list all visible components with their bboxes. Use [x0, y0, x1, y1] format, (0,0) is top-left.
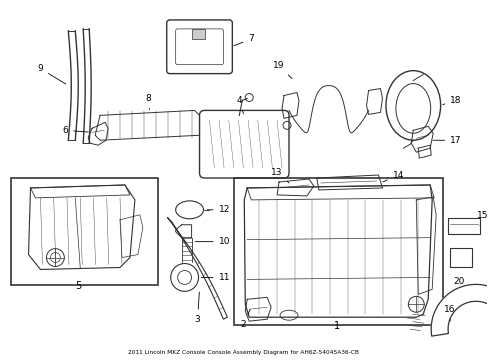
Text: 18: 18 [442, 96, 461, 105]
Text: 3: 3 [194, 292, 200, 324]
Text: 2: 2 [240, 310, 249, 329]
Bar [11, 178, 158, 285]
Polygon shape [430, 284, 488, 336]
Text: 11: 11 [201, 273, 230, 282]
Text: 13: 13 [271, 167, 288, 183]
Bar [234, 178, 442, 325]
Text: 14: 14 [382, 171, 403, 182]
Bar [447, 218, 479, 234]
Polygon shape [167, 218, 227, 319]
Bar [449, 248, 471, 267]
Text: 1: 1 [333, 321, 339, 331]
Text: 12: 12 [207, 205, 230, 214]
Bar [191, 29, 205, 39]
Text: 16: 16 [444, 305, 455, 321]
Text: 8: 8 [144, 94, 150, 110]
Text: 5: 5 [75, 282, 81, 291]
Text: 7: 7 [233, 34, 254, 46]
Text: 4: 4 [236, 96, 243, 114]
Text: 9: 9 [38, 64, 66, 84]
Text: 15: 15 [476, 211, 488, 226]
Text: 6: 6 [62, 126, 88, 135]
Text: 10: 10 [195, 237, 230, 246]
Text: 2011 Lincoln MKZ Console Console Assembly Diagram for AH6Z-54045A36-CB: 2011 Lincoln MKZ Console Console Assembl… [127, 350, 358, 355]
Text: 20: 20 [452, 278, 464, 287]
Text: 19: 19 [273, 61, 291, 78]
Text: 17: 17 [432, 136, 461, 145]
